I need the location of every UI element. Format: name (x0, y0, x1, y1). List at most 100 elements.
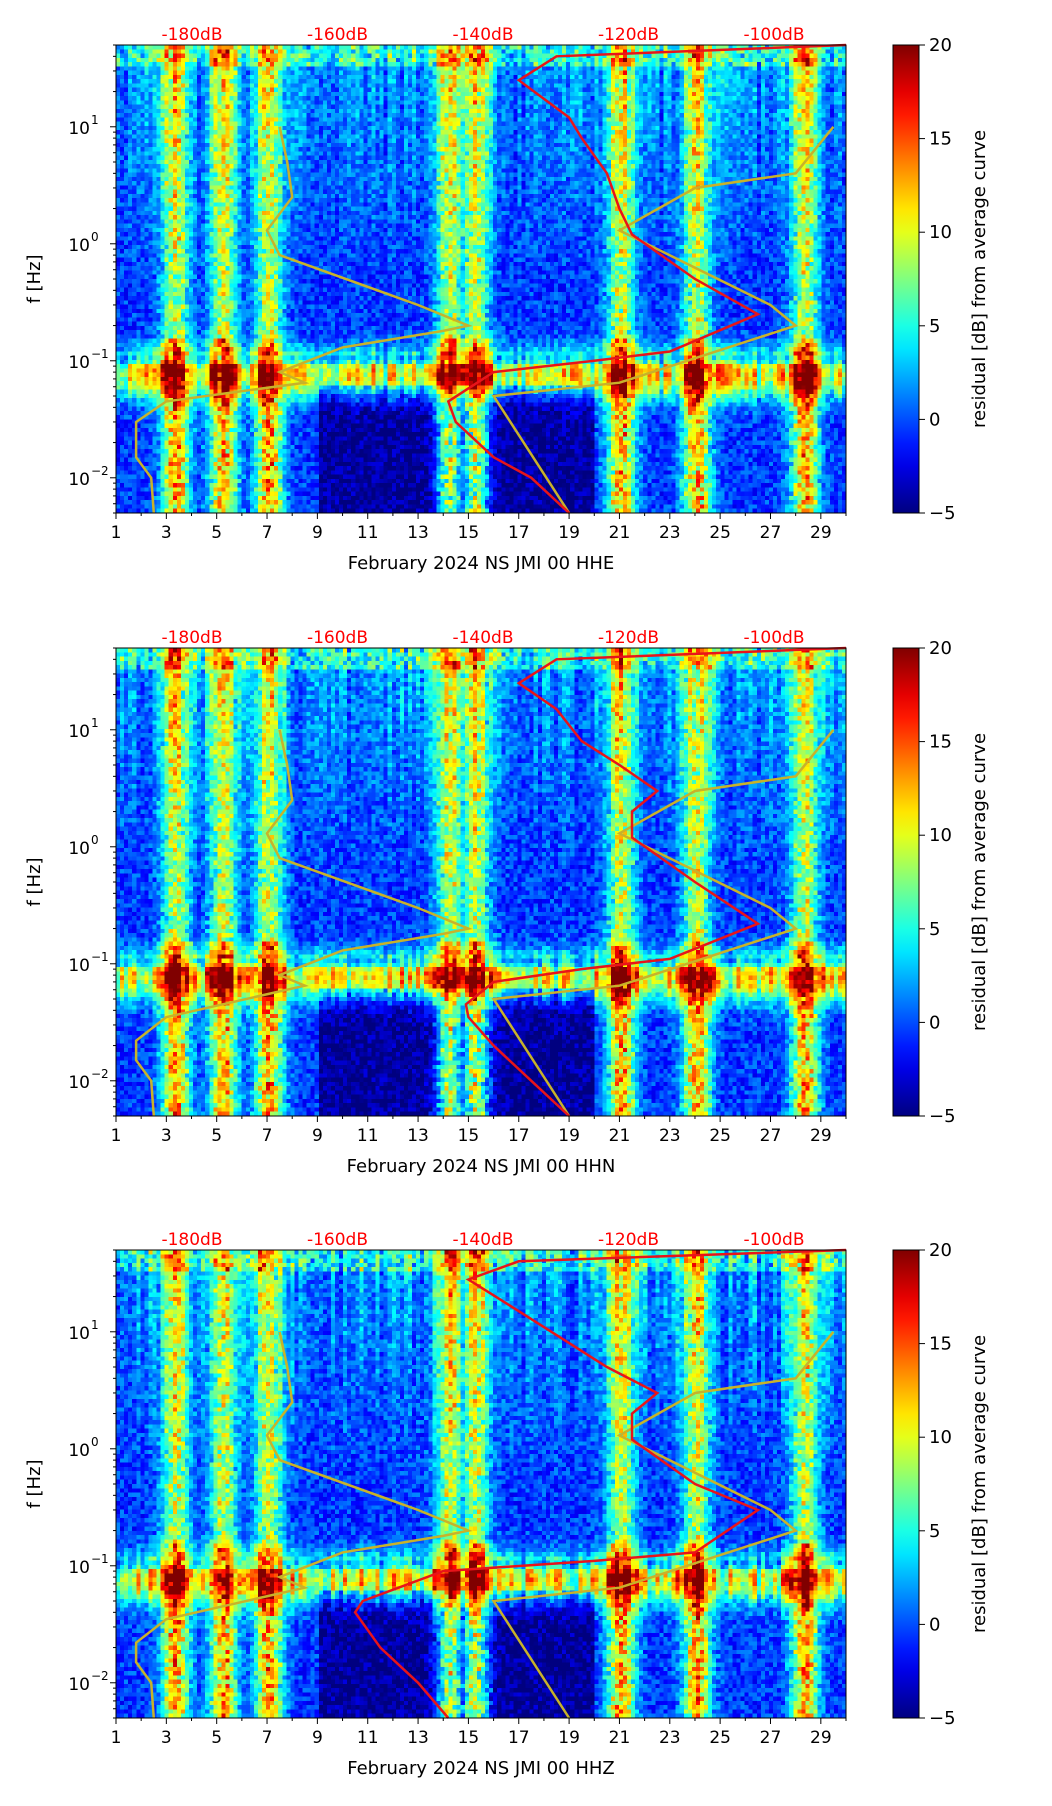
colorbar-tick-label: 10 (929, 1427, 952, 1448)
y-tick-label: 10 (68, 119, 90, 139)
colorbar-tick-label: 15 (929, 732, 952, 753)
y-tick-exponent: −2 (91, 1669, 109, 1683)
colorbar (892, 647, 920, 1117)
colorbar (892, 44, 920, 514)
db-top-label: -180dB (161, 628, 222, 648)
gold-noise-model-curve-left (134, 1331, 473, 1719)
x-tick-label: 21 (609, 1728, 631, 1748)
y-tick-exponent: 1 (91, 1318, 99, 1332)
x-tick-label: 9 (312, 1126, 323, 1146)
x-tick-label: 1 (111, 523, 122, 543)
x-tick-label: 1 (111, 1126, 122, 1146)
db-top-label: -160dB (307, 25, 368, 45)
x-tick-label: 5 (211, 523, 222, 543)
x-tick-label: 25 (709, 523, 731, 543)
colorbar-tick-label: 20 (929, 1240, 952, 1261)
colorbar-tick-label: 10 (929, 222, 952, 243)
x-tick-label: 17 (508, 1126, 530, 1146)
db-top-label: -100dB (743, 25, 804, 45)
gold-noise-model-curve-right (491, 729, 835, 1117)
colorbar-tick-label: 20 (929, 35, 952, 56)
gold-noise-model-curve-right (491, 1331, 835, 1719)
db-top-label: -120dB (598, 628, 659, 648)
y-tick-exponent: −1 (91, 950, 109, 964)
x-tick-label: 5 (211, 1126, 222, 1146)
db-top-label: -100dB (743, 1230, 804, 1250)
db-top-label: -160dB (307, 1230, 368, 1250)
colorbar-tick-label: 0 (929, 1614, 940, 1635)
y-tick-label: 10 (68, 839, 90, 859)
y-tick-label: 10 (68, 1558, 90, 1578)
colorbar-tick-label: 10 (929, 825, 952, 846)
x-tick-label: 29 (810, 523, 832, 543)
y-tick-exponent: 1 (91, 113, 99, 127)
heatmap-image (116, 648, 846, 1116)
red-median-psd-curve (464, 646, 847, 1117)
y-tick-label: 10 (68, 1441, 90, 1461)
db-top-label: -160dB (307, 628, 368, 648)
x-tick-label: 23 (659, 1728, 681, 1748)
y-tick-exponent: −2 (91, 1067, 109, 1081)
y-tick-exponent: 0 (91, 230, 99, 244)
x-tick-label: 3 (161, 1126, 172, 1146)
x-axis-label: February 2024 NS JMI 00 HHZ (347, 1758, 615, 1779)
x-tick-label: 19 (558, 1126, 580, 1146)
heatmap-image (116, 45, 846, 513)
x-axis-label: February 2024 NS JMI 00 HHN (347, 1156, 616, 1177)
x-tick-label: 21 (609, 523, 631, 543)
red-median-psd-curve (446, 43, 847, 514)
colorbar-tick-label: 5 (929, 1521, 940, 1542)
db-top-label: -140dB (452, 628, 513, 648)
x-tick-label: 15 (458, 523, 480, 543)
colorbar-tick-label: 15 (929, 129, 952, 150)
colorbar-label: residual [dB] from average curve (969, 733, 990, 1031)
y-tick-label: 10 (68, 722, 90, 742)
y-tick-exponent: 0 (91, 833, 99, 847)
x-tick-label: 7 (262, 523, 273, 543)
x-tick-label: 29 (810, 1126, 832, 1146)
y-tick-exponent: −2 (91, 464, 109, 478)
x-tick-label: 27 (760, 523, 782, 543)
x-tick-label: 9 (312, 523, 323, 543)
x-tick-label: 29 (810, 1728, 832, 1748)
x-tick-label: 23 (659, 523, 681, 543)
x-tick-label: 19 (558, 1728, 580, 1748)
y-tick-exponent: 1 (91, 716, 99, 730)
x-tick-label: 13 (407, 523, 429, 543)
x-tick-label: 19 (558, 523, 580, 543)
x-tick-label: 7 (262, 1126, 273, 1146)
colorbar-tick-label: 5 (929, 919, 940, 940)
x-tick-label: 3 (161, 523, 172, 543)
x-tick-label: 13 (407, 1728, 429, 1748)
gold-noise-model-curve-right (491, 126, 835, 514)
colorbar (892, 1249, 920, 1719)
x-tick-label: 5 (211, 1728, 222, 1748)
db-top-label: -180dB (161, 1230, 222, 1250)
y-tick-label: 10 (68, 1324, 90, 1344)
y-axis-label: f [Hz] (24, 1459, 45, 1508)
red-median-psd-curve (353, 1248, 847, 1719)
colorbar-tick-label: −5 (929, 1708, 956, 1729)
gold-noise-model-curve-left (134, 729, 473, 1117)
y-tick-exponent: 0 (91, 1435, 99, 1449)
x-tick-label: 21 (609, 1126, 631, 1146)
colorbar-tick-label: −5 (929, 503, 956, 524)
x-tick-label: 7 (262, 1728, 273, 1748)
y-tick-label: 10 (68, 1675, 90, 1695)
x-tick-label: 11 (357, 1126, 379, 1146)
x-tick-label: 27 (760, 1728, 782, 1748)
x-axis-label: February 2024 NS JMI 00 HHE (348, 553, 615, 574)
db-top-label: -180dB (161, 25, 222, 45)
x-tick-label: 23 (659, 1126, 681, 1146)
y-axis-label: f [Hz] (24, 857, 45, 906)
x-tick-label: 25 (709, 1728, 731, 1748)
x-tick-label: 13 (407, 1126, 429, 1146)
x-tick-label: 25 (709, 1126, 731, 1146)
y-tick-exponent: −1 (91, 1552, 109, 1566)
y-tick-exponent: −1 (91, 347, 109, 361)
colorbar-label: residual [dB] from average curve (969, 1335, 990, 1633)
